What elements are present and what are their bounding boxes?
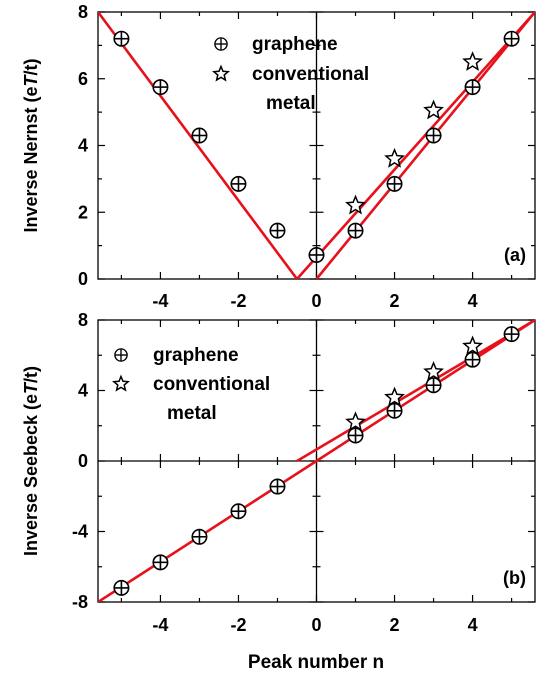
y-tick-label: 2: [78, 202, 88, 222]
panel-label: (a): [504, 245, 526, 265]
legend: graphene conventional metal: [112, 345, 270, 424]
panel-b: -4 -2 0 2 4 -8 -4 0 4 8 Inverse Seebeck (eT/t) grap…: [21, 310, 536, 635]
legend-label-metal: metal: [266, 93, 316, 114]
x-tick-label: 4: [468, 615, 478, 635]
star-data-point: [384, 147, 405, 168]
legend-label-graphene: graphene: [252, 34, 338, 55]
fit-line: [98, 320, 535, 602]
graphene-data-point: [269, 222, 286, 239]
star-data-point: [384, 386, 405, 407]
y-tick-label: 4: [78, 381, 88, 401]
panel-a: -4 -2 0 2 4 0 2 4 6 8 Inverse Nernst (eT/t) graphen…: [21, 2, 536, 311]
graphene-data-point: [386, 402, 403, 419]
graphene-data-point: [425, 377, 442, 394]
graphene-data-point: [347, 222, 364, 239]
star-data-point: [423, 361, 444, 381]
legend-marker-star: [212, 64, 230, 82]
graphene-data-point: [191, 528, 208, 545]
graphene-data-point: [347, 427, 364, 444]
graphene-data-point: [191, 127, 208, 144]
y-tick-label: 8: [78, 310, 88, 330]
graphene-data-point: [152, 554, 169, 571]
fit-line: [315, 12, 535, 279]
graphene-data-point: [308, 246, 325, 263]
y-axis-label: Inverse Nernst (eT/t): [21, 58, 41, 232]
fit-line: [296, 12, 535, 279]
star-data-point: [345, 411, 366, 432]
legend-marker-graphene: [214, 37, 228, 51]
legend-label-conventional: conventional: [252, 64, 369, 85]
graphene-data-point: [464, 351, 481, 368]
legend-label-metal: metal: [167, 403, 217, 424]
x-tick-label: 0: [311, 291, 321, 311]
graphene-data-point: [230, 175, 247, 192]
x-tick-label: -2: [230, 615, 246, 635]
x-axis-label: Peak number n: [248, 652, 384, 673]
legend-marker-graphene: [114, 348, 128, 362]
x-tick-label: 4: [468, 291, 478, 311]
legend-marker-star: [112, 374, 130, 392]
graphene-data-point: [113, 30, 130, 47]
graphene-data-point: [113, 579, 130, 596]
y-tick-label: 0: [78, 451, 88, 471]
x-tick-label: -2: [230, 291, 246, 311]
y-tick-label: -8: [72, 592, 88, 612]
graphene-data-point: [503, 30, 520, 47]
x-tick-label: 0: [311, 615, 321, 635]
fit-lines: [98, 320, 535, 602]
y-tick-label: -4: [72, 522, 88, 542]
panel-label: (b): [503, 568, 526, 588]
graphene-data-point: [386, 175, 403, 192]
legend-label-graphene: graphene: [153, 345, 239, 366]
legend: graphene conventional metal: [212, 34, 369, 114]
star-data-point: [345, 194, 366, 215]
x-tick-label: -4: [152, 615, 168, 635]
star-data-point: [462, 335, 483, 356]
y-tick-label: 0: [78, 269, 88, 289]
legend-label-conventional: conventional: [153, 374, 270, 395]
fit-line: [296, 320, 535, 463]
star-data-point: [423, 99, 444, 120]
fit-line: [98, 12, 299, 279]
graphene-data-point: [425, 127, 442, 144]
x-tick-label: -4: [152, 291, 168, 311]
graphene-data-point: [269, 478, 286, 495]
x-tick-label: 2: [390, 615, 400, 635]
y-tick-label: 6: [78, 69, 88, 89]
star-data-point: [462, 51, 483, 71]
x-tick-label: 2: [390, 291, 400, 311]
graphene-data-point: [230, 503, 247, 520]
y-tick-label: 8: [78, 2, 88, 22]
graphene-data-point: [464, 79, 481, 96]
y-tick-label: 4: [78, 136, 88, 156]
graphene-data-point: [503, 326, 520, 343]
graphene-data-point: [152, 79, 169, 96]
y-axis-label: Inverse Seebeck (eT/t): [21, 366, 41, 556]
